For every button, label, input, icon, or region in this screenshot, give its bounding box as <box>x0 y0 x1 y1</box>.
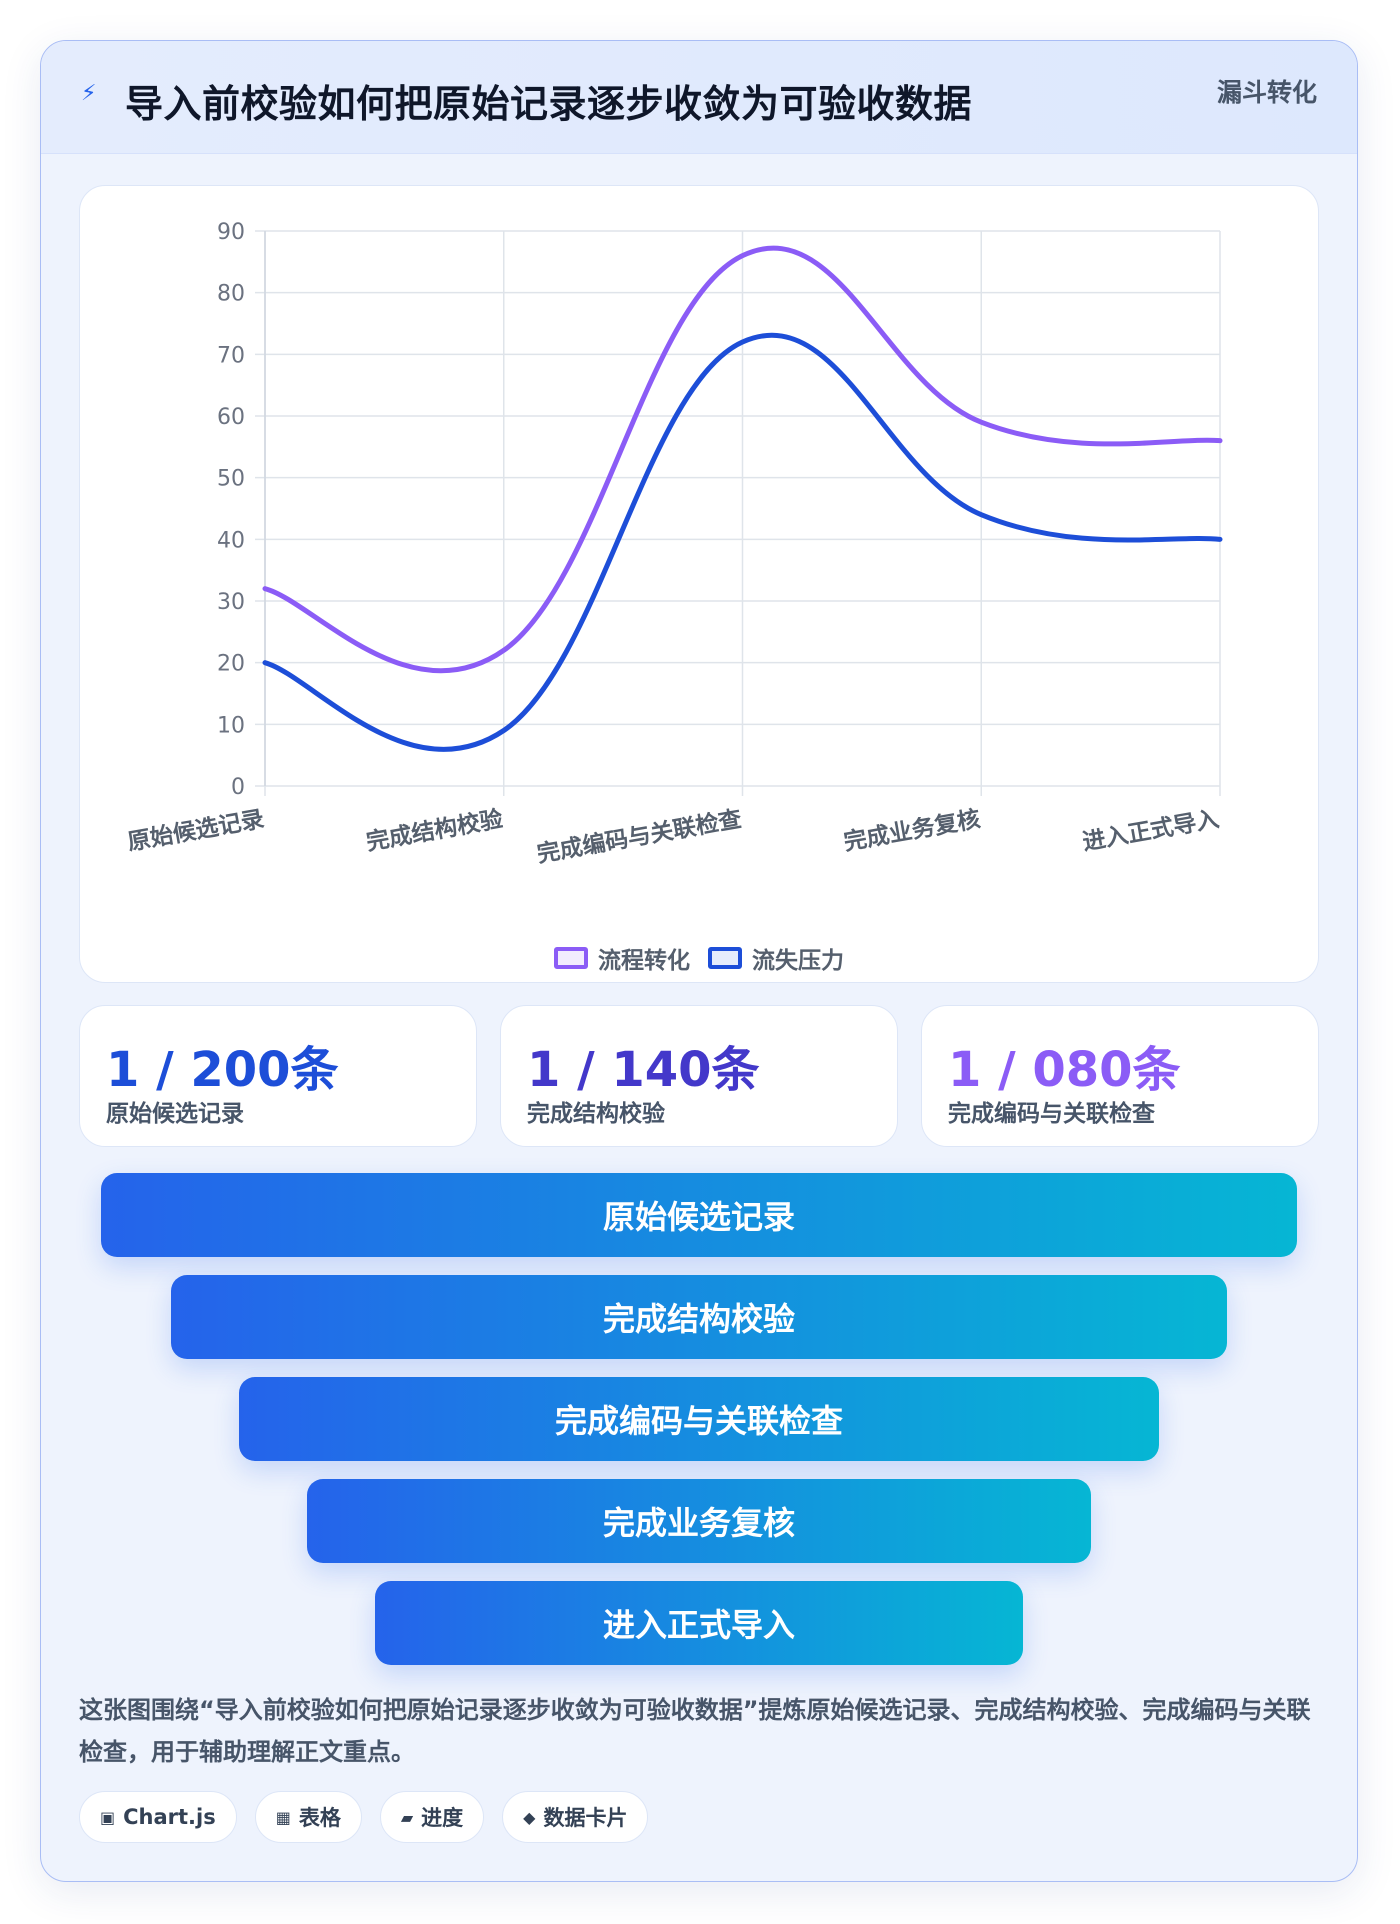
stat-value: 1 / 200条 <box>106 1042 339 1098</box>
x-tick-label: 进入正式导入 <box>1081 806 1221 856</box>
lightning-icon: ⚡ <box>81 81 97 106</box>
y-tick-label: 80 <box>217 282 245 307</box>
diamond-icon: ◆ <box>523 1807 536 1827</box>
stat-value: 1 / 080条 <box>948 1042 1181 1098</box>
category-tag: 漏斗转化 <box>1216 78 1317 107</box>
chart-legend: 流程转化 流失压力 <box>80 938 1318 978</box>
funnel-stage-3: 完成业务复核 <box>307 1479 1091 1563</box>
stat-card-0: 1 / 200条 原始候选记录 <box>79 1005 477 1147</box>
legend-item-1[interactable]: 流失压力 <box>708 941 844 975</box>
y-tick-label: 70 <box>217 343 245 368</box>
chip-table[interactable]: ▦ 表格 <box>254 1791 362 1843</box>
x-tick-label: 完成业务复核 <box>842 805 983 856</box>
report-card: ⚡ 导入前校验如何把原始记录逐步收敛为可验收数据 漏斗转化 0 10 20 30 40 5… <box>40 40 1358 1882</box>
legend-label-1: 流失压力 <box>752 948 844 974</box>
chip-label: Chart.js <box>123 1805 216 1829</box>
chip-progress[interactable]: ▰ 进度 <box>379 1791 485 1843</box>
x-tick-label: 完成编码与关联检查 <box>535 805 744 868</box>
y-tick-label: 50 <box>217 467 245 492</box>
y-tick-label: 90 <box>217 220 245 245</box>
chart-icon: ▣ <box>100 1807 116 1827</box>
line-chart: 0 10 20 30 40 50 60 70 80 90 原始候选记录 完成结构校验 完成编码与关联检查… <box>125 220 1223 868</box>
y-tick-label: 10 <box>217 713 245 738</box>
chip-label: 数据卡片 <box>543 1806 628 1830</box>
chip-label: 进度 <box>421 1806 464 1830</box>
progress-icon: ▰ <box>400 1807 414 1827</box>
tech-chips: ▣ Chart.js ▦ 表格 ▰ 进度 ◆ 数据卡片 <box>79 1791 649 1843</box>
chip-label: 表格 <box>298 1806 341 1830</box>
card-header: ⚡ 导入前校验如何把原始记录逐步收敛为可验收数据 漏斗转化 <box>41 41 1357 154</box>
y-tick-label: 40 <box>217 528 245 553</box>
legend-swatch-0 <box>554 947 588 969</box>
stat-label: 完成结构校验 <box>527 1101 665 1127</box>
funnel-stage-4: 进入正式导入 <box>375 1581 1023 1665</box>
stat-card-2: 1 / 080条 完成编码与关联检查 <box>921 1005 1319 1147</box>
x-tick-label: 完成结构校验 <box>364 805 505 856</box>
legend-item-0[interactable]: 流程转化 <box>554 941 690 975</box>
page-title: 导入前校验如何把原始记录逐步收敛为可验收数据 <box>125 82 973 126</box>
series-line-1 <box>262 332 1223 752</box>
legend-swatch-1 <box>708 947 742 969</box>
chip-data-card[interactable]: ◆ 数据卡片 <box>502 1791 649 1843</box>
y-tick-label: 60 <box>217 405 245 430</box>
funnel-stage-1: 完成结构校验 <box>171 1275 1227 1359</box>
stat-value: 1 / 140条 <box>527 1042 760 1098</box>
series-line-0 <box>262 245 1223 674</box>
summary-text: 这张图围绕“导入前校验如何把原始记录逐步收敛为可验收数据”提炼原始候选记录、完成… <box>79 1696 1311 1766</box>
chip-chartjs[interactable]: ▣ Chart.js <box>79 1791 237 1843</box>
funnel-stage-0: 原始候选记录 <box>101 1173 1297 1257</box>
funnel-stage-2: 完成编码与关联检查 <box>239 1377 1159 1461</box>
stat-card-1: 1 / 140条 完成结构校验 <box>500 1005 898 1147</box>
chart-panel: 0 10 20 30 40 50 60 70 80 90 原始候选记录 完成结构校验 完成编码与关联检查… <box>79 185 1319 983</box>
y-tick-label: 0 <box>231 775 245 800</box>
table-icon: ▦ <box>275 1807 291 1827</box>
y-tick-label: 20 <box>217 652 245 677</box>
x-tick-label: 原始候选记录 <box>125 805 266 856</box>
stat-label: 原始候选记录 <box>106 1101 244 1127</box>
y-tick-label: 30 <box>217 590 245 615</box>
legend-label-0: 流程转化 <box>598 948 690 974</box>
stat-label: 完成编码与关联检查 <box>948 1101 1155 1127</box>
